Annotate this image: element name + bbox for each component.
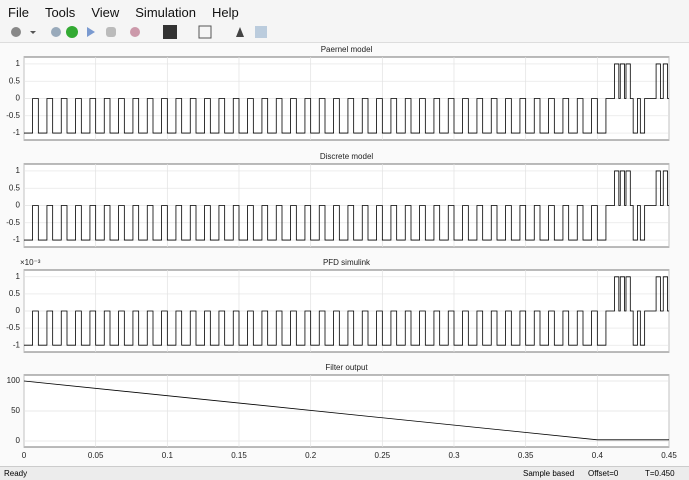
toolbar — [0, 22, 689, 43]
highlight-icon[interactable] — [130, 27, 140, 37]
menu-bar: File Tools View Simulation Help — [0, 0, 689, 22]
y-tick-label: 50 — [11, 406, 20, 415]
signal-line — [23, 380, 669, 441]
y-tick-label: 100 — [7, 376, 21, 385]
menu-item[interactable]: Simulation — [135, 5, 196, 20]
signal-line — [24, 63, 669, 134]
x-tick-label: 0 — [22, 451, 27, 460]
signal-line — [24, 170, 669, 241]
y-tick-label: 0.5 — [9, 289, 21, 298]
dropdown-icon[interactable] — [30, 31, 36, 34]
measure-icon[interactable] — [255, 26, 267, 38]
y-tick-label: -0.5 — [6, 111, 20, 120]
y-tick-label: 0 — [16, 306, 21, 315]
status-bar: Ready Sample based Offset=0 T=0.450 — [0, 466, 689, 480]
x-tick-label: 0.35 — [518, 451, 534, 460]
x-tick-label: 0.1 — [162, 451, 174, 460]
fit-icon[interactable] — [198, 25, 212, 39]
y-tick-label: -0.5 — [6, 218, 20, 227]
menu-item[interactable]: View — [91, 5, 120, 20]
stop-icon[interactable] — [106, 27, 116, 37]
x-tick-label: 0.15 — [231, 451, 247, 460]
sample-mode: Sample based — [523, 469, 575, 478]
x-tick-label: 0.4 — [592, 451, 604, 460]
plot-title: PFD simulink — [323, 258, 371, 267]
offset: Offset=0 — [588, 469, 619, 478]
x-tick-label: 0.3 — [448, 451, 460, 460]
y-tick-label: 0 — [16, 436, 21, 445]
y-tick-label: -0.5 — [6, 323, 20, 332]
y-tick-label: -1 — [13, 340, 21, 349]
y-tick-label: 0 — [16, 201, 21, 210]
y-tick-label: 1 — [16, 272, 21, 281]
y-tick-label: 0.5 — [9, 183, 21, 192]
menu-item[interactable]: Help — [211, 5, 239, 20]
step-forward-icon[interactable] — [87, 27, 95, 37]
y-tick-label: -1 — [13, 128, 21, 137]
y-tick-label: 1 — [16, 166, 21, 175]
menu-item[interactable]: Tools — [44, 5, 76, 20]
zoom-icon[interactable] — [163, 25, 177, 39]
plot-title: Discrete model — [320, 152, 374, 161]
cursor-icon[interactable] — [236, 27, 244, 37]
y-tick-label: 0 — [16, 94, 21, 103]
settings-icon[interactable] — [11, 27, 21, 37]
scope-plots: Paernel model -1 -0.5 0 0.5 1 Discrete model -1… — [6, 45, 677, 460]
y-tick-label: 0.5 — [9, 76, 21, 85]
menu-item[interactable]: File — [8, 5, 29, 20]
time: T=0.450 — [645, 469, 675, 478]
plot-title: Filter output — [325, 363, 368, 372]
x-tick-label: 0.25 — [375, 451, 391, 460]
y-tick-label: -1 — [13, 235, 21, 244]
y-tick-label: 1 — [16, 59, 21, 68]
x-tick-label: 0.45 — [661, 451, 677, 460]
step-back-icon[interactable] — [51, 27, 61, 37]
y-exponent: ×10⁻³ — [20, 258, 41, 267]
x-tick-label: 0.2 — [305, 451, 317, 460]
plot-title: Paernel model — [321, 45, 373, 54]
signal-line — [24, 276, 669, 346]
status-text: Ready — [4, 469, 28, 478]
run-icon[interactable] — [66, 26, 78, 38]
x-tick-label: 0.05 — [88, 451, 104, 460]
